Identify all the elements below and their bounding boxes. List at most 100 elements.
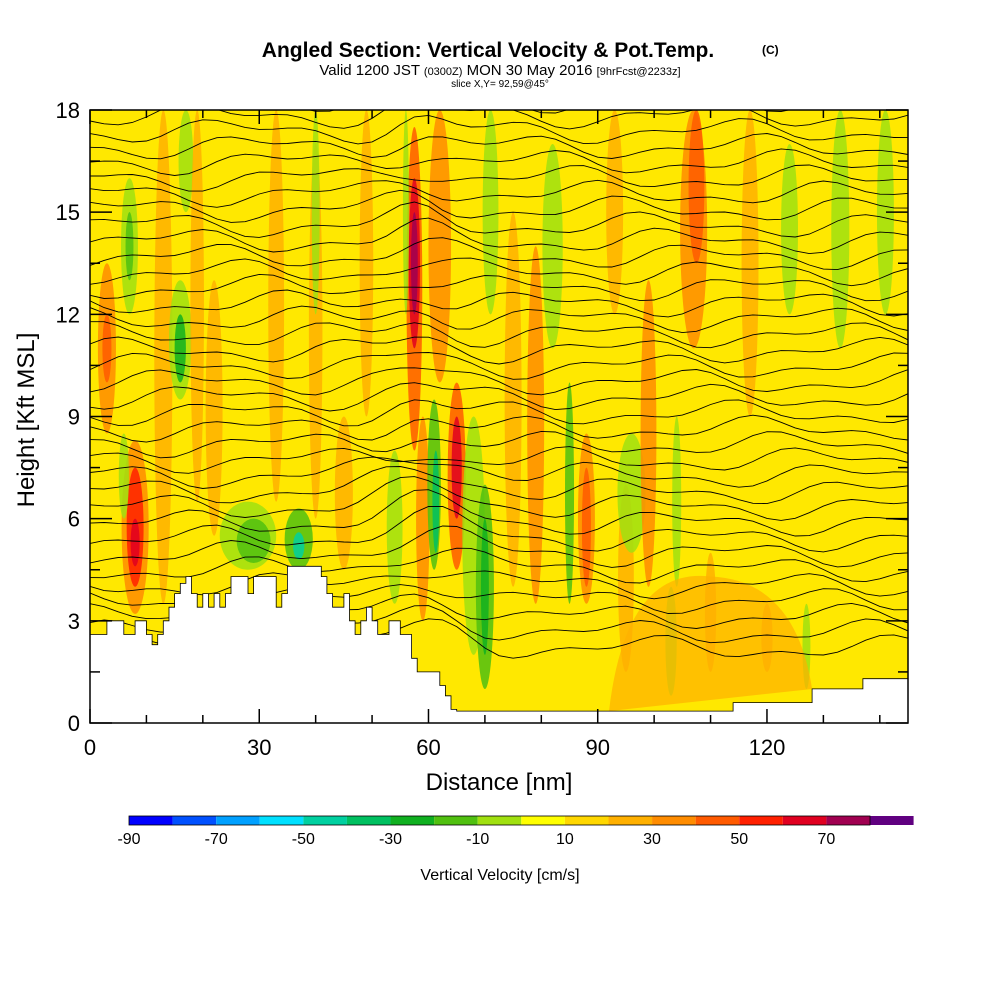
- valid-date: MON 30 May 2016: [467, 62, 593, 79]
- y-tick-label: 15: [56, 200, 80, 225]
- theta-contour: [90, 382, 908, 412]
- colorbar-label: 70: [818, 831, 836, 848]
- colorbar-title: Vertical Velocity [cm/s]: [420, 867, 579, 884]
- chart-title-suffix: (C): [762, 43, 779, 57]
- velocity-field: [97, 110, 894, 712]
- y-axis-title: Height [Kft MSL]: [13, 333, 40, 508]
- colorbar: [128, 815, 914, 826]
- chart-subtitle: Valid 1200 JST (0300Z) MON 30 May 2016 […: [319, 62, 680, 79]
- theta-contour: [90, 164, 908, 192]
- colorbar-labels: -90 -70 -50 -30 -10 10 30 50 70: [117, 831, 835, 848]
- theta-contour: [90, 547, 908, 584]
- velocity-streak: [178, 110, 194, 213]
- theta-contour: [90, 414, 908, 443]
- velocity-streak: [154, 110, 173, 604]
- colorbar-swatch: [259, 816, 304, 825]
- velocity-streak: [741, 110, 759, 417]
- colorbar-swatch: [521, 816, 565, 825]
- colorbar-label: 30: [643, 831, 661, 848]
- velocity-streak: [359, 110, 374, 417]
- chart-title: Angled Section: Vertical Velocity & Pot.…: [262, 39, 714, 62]
- velocity-streak: [432, 450, 440, 553]
- colorbar-label: -30: [379, 831, 402, 848]
- theta-contour: [90, 257, 908, 287]
- theta-contour: [307, 110, 791, 114]
- colorbar-label: 50: [730, 831, 748, 848]
- y-tick-label: 0: [68, 711, 80, 736]
- colorbar-swatch: [782, 816, 827, 825]
- theta-contour: [90, 525, 908, 568]
- theta-contour: [90, 201, 908, 238]
- forecast-label: [9hrFcst@2233z]: [597, 66, 681, 78]
- velocity-streak: [410, 212, 418, 315]
- colorbar-swatch: [216, 816, 260, 825]
- colorbar-swatch: [564, 816, 609, 825]
- x-axis-title: Distance [nm]: [426, 769, 573, 796]
- colorbar-swatch: [739, 816, 783, 825]
- velocity-streak: [831, 110, 850, 349]
- velocity-streak: [416, 416, 430, 621]
- colorbar-swatch: [303, 816, 347, 825]
- y-tick-label: 18: [56, 98, 80, 123]
- theta-contour: [90, 189, 908, 223]
- theta-contour: [90, 179, 908, 208]
- velocity-streak: [617, 433, 646, 553]
- theta-contour: [90, 446, 908, 474]
- colorbar-swatch: [172, 816, 217, 825]
- velocity-streak: [402, 110, 409, 315]
- colorbar-label: -50: [292, 831, 315, 848]
- terrain-mask: [90, 565, 908, 723]
- theta-contour: [90, 237, 908, 271]
- velocity-streak: [581, 467, 591, 587]
- theta-contour: [90, 399, 908, 427]
- colorbar-swatch: [477, 816, 522, 825]
- velocity-streak: [688, 110, 705, 264]
- velocity-streak: [451, 416, 462, 519]
- x-tick-label: 90: [585, 735, 609, 760]
- velocity-streak: [640, 280, 657, 587]
- theta-contour: [90, 570, 908, 600]
- velocity-streak: [102, 314, 112, 383]
- colorbar-frame: [128, 815, 871, 826]
- x-tick-label: 30: [247, 735, 271, 760]
- theta-contour: [90, 110, 908, 130]
- velocity-streak: [482, 110, 499, 315]
- velocity-streak: [606, 110, 624, 315]
- valid-time: Valid 1200 JST: [319, 62, 419, 79]
- theta-contour: [90, 466, 908, 505]
- colorbar-swatch: [652, 816, 696, 825]
- colorbar-label: -70: [205, 831, 228, 848]
- velocity-streak: [174, 314, 186, 383]
- theta-contour: [90, 506, 908, 553]
- valid-utc: (0300Z): [424, 66, 463, 78]
- velocity-streak: [876, 110, 894, 315]
- x-axis: 0 30 60 90 120: [84, 110, 881, 760]
- velocity-streak: [672, 416, 682, 587]
- velocity-streak: [293, 532, 305, 560]
- velocity-streak: [311, 110, 320, 315]
- theta-contour: [90, 114, 908, 145]
- colorbar-swatch: [826, 816, 870, 825]
- slice-label: slice X,Y= 92,59@45°: [451, 79, 549, 90]
- velocity-streak: [268, 110, 285, 502]
- y-tick-label: 9: [68, 405, 80, 430]
- plot-area: [90, 110, 908, 723]
- theta-contour: [90, 430, 908, 459]
- velocity-streak: [542, 144, 563, 349]
- velocity-streak: [504, 212, 522, 587]
- velocity-streak: [125, 212, 134, 281]
- colorbar-label: -90: [117, 831, 140, 848]
- x-tick-label: 120: [749, 735, 786, 760]
- theta-contour: [90, 489, 908, 537]
- theta-contour: [90, 456, 908, 489]
- surface-layer-region: [609, 575, 813, 712]
- colorbar-label: -10: [466, 831, 489, 848]
- theta-contour: [90, 336, 908, 365]
- velocity-streak: [236, 518, 271, 563]
- y-axis: 0 3 6 9 12 15 18: [56, 98, 908, 736]
- velocity-streak: [334, 416, 353, 570]
- theta-contour: [90, 273, 908, 302]
- theta-contour: [90, 476, 908, 521]
- colorbar-swatch: [129, 816, 173, 825]
- theta-contour: [90, 367, 908, 396]
